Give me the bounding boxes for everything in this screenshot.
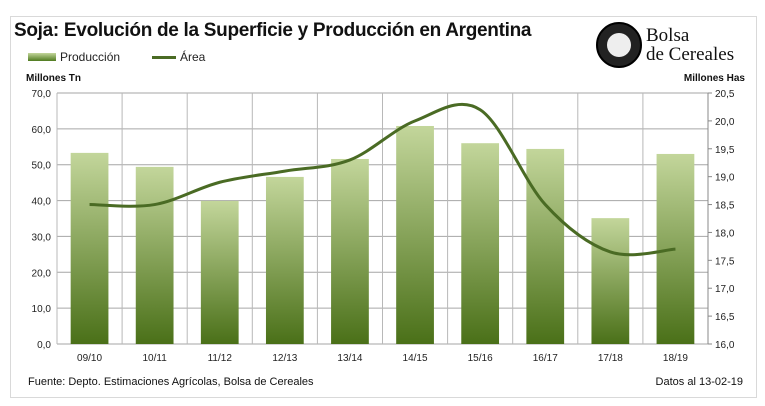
- y-tick-label: 70,0: [32, 89, 52, 100]
- bar-produccion: [591, 218, 630, 344]
- bar-produccion: [461, 143, 500, 344]
- y-tick-label: 20,0: [32, 268, 52, 279]
- x-tick-label: 09/10: [77, 353, 102, 364]
- chart-frame: [10, 16, 757, 398]
- x-tick-label: 17/18: [598, 353, 623, 364]
- x-tick-label: 18/19: [663, 353, 688, 364]
- y2-tick-label: 17,0: [715, 284, 735, 295]
- x-tick-label: 13/14: [337, 353, 362, 364]
- y-axis-label: Millones Tn: [26, 73, 81, 84]
- y2-tick-label: 19,0: [715, 173, 735, 184]
- x-tick-label: 15/16: [468, 353, 493, 364]
- y2-tick-label: 16,0: [715, 340, 735, 351]
- x-tick-label: 12/13: [272, 353, 297, 364]
- source-note: Fuente: Depto. Estimaciones Agrícolas, B…: [28, 376, 314, 388]
- bar-produccion: [70, 152, 109, 344]
- y2-tick-label: 19,5: [715, 145, 735, 156]
- y2-tick-label: 18,5: [715, 201, 735, 212]
- logo-line1: Bolsa: [646, 25, 690, 46]
- y-tick-label: 30,0: [32, 232, 52, 243]
- y2-axis-label: Millones Has: [683, 73, 745, 84]
- bar-produccion: [265, 176, 304, 344]
- y-tick-label: 50,0: [32, 161, 52, 172]
- legend-label: Producción: [60, 50, 121, 64]
- legend-bar-swatch: [28, 53, 56, 61]
- x-tick-label: 10/11: [143, 353, 168, 364]
- y-tick-label: 0,0: [37, 340, 51, 351]
- x-tick-label: 16/17: [533, 353, 558, 364]
- y2-tick-label: 20,5: [715, 89, 735, 100]
- y2-tick-label: 17,5: [715, 256, 735, 267]
- y2-tick-label: 18,0: [715, 228, 735, 239]
- bar-produccion: [656, 153, 695, 344]
- legend-area: Área: [152, 50, 205, 64]
- bar-produccion: [526, 148, 565, 344]
- y-tick-label: 10,0: [32, 304, 52, 315]
- bar-produccion: [331, 158, 369, 344]
- seal-icon: [596, 22, 642, 68]
- bar-produccion: [135, 166, 174, 344]
- y-tick-label: 40,0: [32, 197, 52, 208]
- legend-line-swatch: [152, 55, 176, 59]
- bar-produccion: [200, 200, 239, 344]
- y2-tick-label: 16,5: [715, 312, 735, 323]
- bar-produccion: [396, 125, 434, 344]
- bolsa-logo: Bolsa de Cereales: [596, 22, 734, 68]
- legend-produccion: Producción: [28, 50, 120, 64]
- logo-line2: de Cereales: [646, 44, 735, 65]
- y-tick-label: 60,0: [32, 125, 52, 136]
- x-tick-label: 11/12: [208, 353, 233, 364]
- date-note: Datos al 13-02-19: [655, 376, 743, 388]
- y2-tick-label: 20,0: [715, 117, 735, 128]
- chart-title: Soja: Evolución de la Superficie y Produ…: [14, 20, 532, 41]
- x-tick-label: 14/15: [403, 353, 428, 364]
- line-area: [89, 103, 676, 257]
- legend-label: Área: [180, 50, 206, 64]
